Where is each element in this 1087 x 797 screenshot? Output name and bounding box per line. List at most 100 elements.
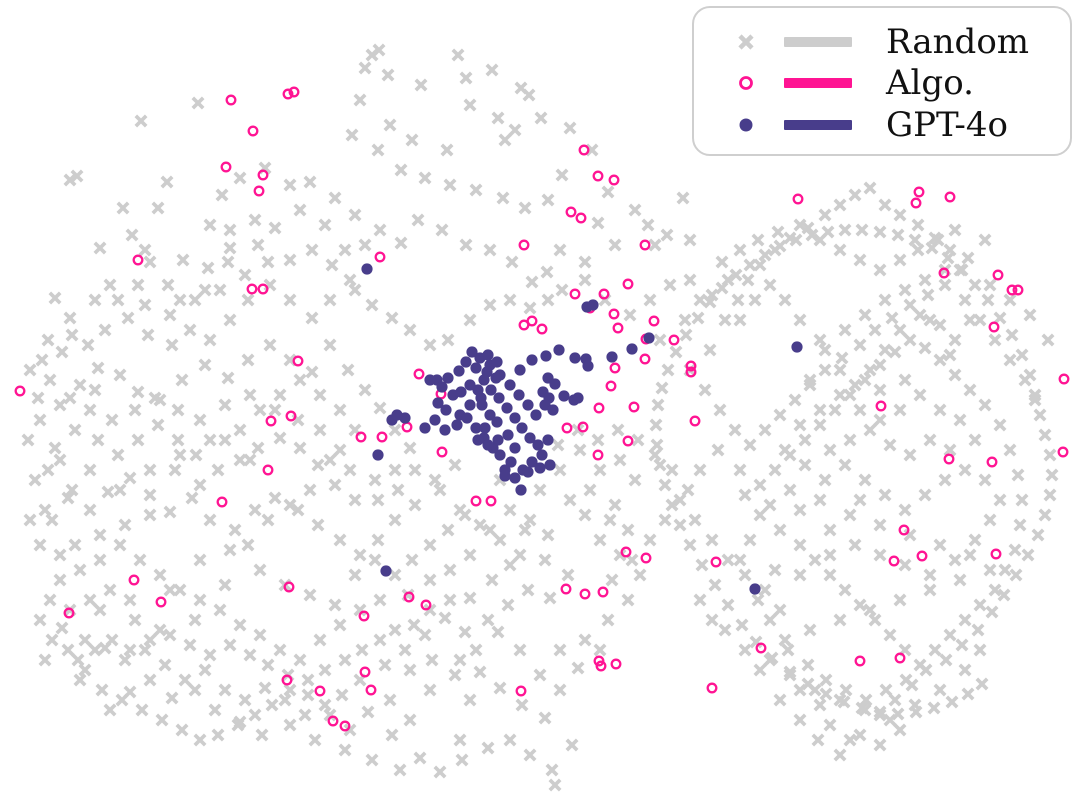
- point-random: [268, 491, 282, 505]
- point-random: [365, 298, 379, 312]
- point-random: [83, 503, 97, 517]
- point-random: [988, 583, 1002, 597]
- point-algo: [578, 144, 590, 156]
- point-gpt-4o: [476, 399, 488, 411]
- point-random: [148, 391, 162, 405]
- point-random: [553, 683, 567, 697]
- point-random: [483, 298, 497, 312]
- point-algo: [598, 288, 610, 300]
- point-random: [305, 243, 319, 257]
- point-gpt-4o: [453, 365, 465, 377]
- point-random: [715, 255, 729, 269]
- point-random: [793, 503, 807, 517]
- point-random: [933, 538, 947, 552]
- point-random: [1031, 528, 1045, 542]
- point-random: [173, 583, 187, 597]
- point-algo: [14, 385, 26, 397]
- point-random: [873, 383, 887, 397]
- point-random: [1033, 408, 1047, 422]
- point-gpt-4o: [494, 449, 506, 461]
- point-random: [743, 258, 757, 272]
- point-random: [893, 403, 907, 417]
- point-random: [41, 333, 55, 347]
- point-random: [223, 543, 237, 557]
- point-random: [111, 448, 125, 462]
- point-gpt-4o: [440, 404, 452, 416]
- point-random: [753, 478, 767, 492]
- point-random: [273, 388, 287, 402]
- point-random: [451, 48, 465, 62]
- point-gpt-4o: [509, 442, 521, 454]
- point-random: [278, 693, 292, 707]
- point-random: [613, 548, 627, 562]
- point-random: [158, 658, 172, 672]
- point-random: [758, 583, 772, 597]
- point-random: [843, 733, 857, 747]
- point-algo: [403, 591, 415, 603]
- point-random: [173, 293, 187, 307]
- point-random: [371, 493, 385, 507]
- point-random: [63, 173, 77, 187]
- point-algo: [413, 368, 425, 380]
- point-random: [631, 433, 645, 447]
- point-random: [823, 443, 837, 457]
- point-random: [176, 253, 190, 267]
- point-random: [493, 681, 507, 695]
- point-random: [961, 251, 975, 265]
- point-algo: [622, 435, 634, 447]
- point-random: [771, 225, 785, 239]
- point-gpt-4o: [501, 402, 513, 414]
- point-random: [255, 728, 269, 742]
- point-random: [398, 643, 412, 657]
- point-algo: [327, 715, 339, 727]
- point-random: [773, 603, 787, 617]
- point-random: [38, 503, 52, 517]
- point-random: [773, 408, 787, 422]
- point-random: [358, 61, 372, 75]
- point-random: [23, 513, 37, 527]
- point-gpt-4o: [424, 374, 436, 386]
- point-random: [765, 651, 779, 665]
- point-random: [496, 191, 510, 205]
- point-random: [505, 255, 519, 269]
- point-random: [105, 633, 119, 647]
- point-random: [414, 78, 428, 92]
- point-random: [553, 463, 567, 477]
- point-gpt-4o: [509, 472, 521, 484]
- point-random: [909, 705, 923, 719]
- point-random: [585, 143, 599, 157]
- point-random: [835, 351, 849, 365]
- legend-item-gpt-4o: GPT-4o: [694, 105, 1070, 145]
- point-random: [463, 98, 477, 112]
- point-random: [305, 311, 319, 325]
- point-algo: [376, 431, 388, 443]
- point-random: [698, 383, 712, 397]
- point-random: [160, 175, 174, 189]
- point-random: [241, 293, 255, 307]
- point-random: [293, 203, 307, 217]
- point-random: [859, 693, 873, 707]
- point-random: [621, 593, 635, 607]
- point-random: [348, 568, 362, 582]
- point-random: [333, 618, 347, 632]
- point-random: [778, 293, 792, 307]
- point-random: [407, 618, 421, 632]
- point-random: [578, 508, 592, 522]
- legend-item-algo: Algo.: [694, 63, 1070, 103]
- point-algo: [1012, 284, 1024, 296]
- point-random: [803, 373, 817, 387]
- point-random: [65, 483, 79, 497]
- point-random: [33, 413, 47, 427]
- point-random: [248, 213, 262, 227]
- point-algo: [706, 682, 718, 694]
- point-gpt-4o: [455, 386, 467, 398]
- point-random: [193, 553, 207, 567]
- point-random: [263, 338, 277, 352]
- point-random: [483, 243, 497, 257]
- point-random: [341, 363, 355, 377]
- point-random: [998, 563, 1012, 577]
- point-random: [45, 633, 59, 647]
- point-random: [201, 261, 215, 275]
- point-random: [103, 278, 117, 292]
- point-random: [681, 483, 695, 497]
